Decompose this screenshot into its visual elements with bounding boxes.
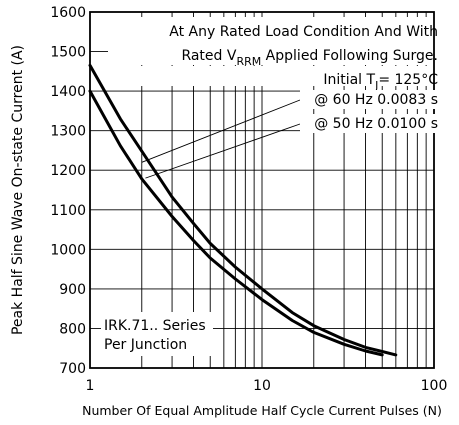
tj-prefix: Initial T bbox=[323, 72, 375, 88]
leader-60hz bbox=[141, 99, 301, 163]
condition-line-1: At Any Rated Load Condition And With bbox=[169, 24, 438, 40]
tj-text-box bbox=[108, 66, 439, 86]
series-label-line-1: IRK.71.. Series bbox=[104, 318, 206, 334]
label-60hz: @ 60 Hz 0.0083 s bbox=[314, 92, 438, 108]
x-tick-label: 1 bbox=[86, 378, 95, 394]
y-tick-label: 1500 bbox=[50, 45, 86, 61]
x-tick-labels: 1 10 100 bbox=[86, 378, 448, 394]
tj-subscript: J bbox=[374, 79, 378, 92]
plot-frame bbox=[89, 11, 435, 369]
leader-lines bbox=[141, 99, 301, 179]
y-tick-label: 700 bbox=[59, 361, 86, 377]
leader-50hz bbox=[145, 123, 301, 179]
y-axis-label: Peak Half Sine Wave On-state Current (A) bbox=[10, 45, 26, 335]
y-tick-label: 1200 bbox=[50, 163, 86, 179]
series-group bbox=[88, 63, 398, 357]
vrrm-subscript: RRM bbox=[236, 55, 261, 68]
y-tick-label: 800 bbox=[59, 321, 86, 337]
y-tick-label: 1100 bbox=[50, 203, 86, 219]
series-line-2 bbox=[88, 89, 384, 357]
condition-text-box bbox=[108, 17, 439, 65]
y-tick-label: 1300 bbox=[50, 124, 86, 140]
x-tick-label: 10 bbox=[253, 378, 271, 394]
series-line-1 bbox=[88, 63, 398, 357]
vrrm-prefix: Rated V bbox=[181, 48, 236, 64]
initial-tj-label: Initial TJ= 125°C bbox=[323, 72, 438, 92]
y-tick-label: 1000 bbox=[50, 242, 86, 258]
series-label-bg bbox=[101, 312, 213, 356]
x-axis-label: Number Of Equal Amplitude Half Cycle Cur… bbox=[82, 403, 442, 418]
label-50hz: @ 50 Hz 0.0100 s bbox=[314, 116, 438, 132]
label-50hz-bg bbox=[300, 114, 438, 133]
tj-suffix: = 125°C bbox=[378, 72, 438, 88]
y-tick-label: 900 bbox=[59, 282, 86, 298]
x-tick-label: 100 bbox=[421, 378, 448, 394]
label-60hz-bg bbox=[300, 90, 438, 109]
y-tick-labels: 1600 1500 1400 1300 1200 1100 1000 900 800 700 bbox=[50, 5, 86, 377]
vrrm-suffix: Applied Following Surge. bbox=[261, 48, 438, 64]
condition-line-2: Rated VRRM Applied Following Surge. bbox=[181, 48, 438, 68]
series-label-line-2: Per Junction bbox=[104, 337, 187, 353]
y-tick-label: 1400 bbox=[50, 84, 86, 100]
y-tick-label: 1600 bbox=[50, 5, 86, 21]
